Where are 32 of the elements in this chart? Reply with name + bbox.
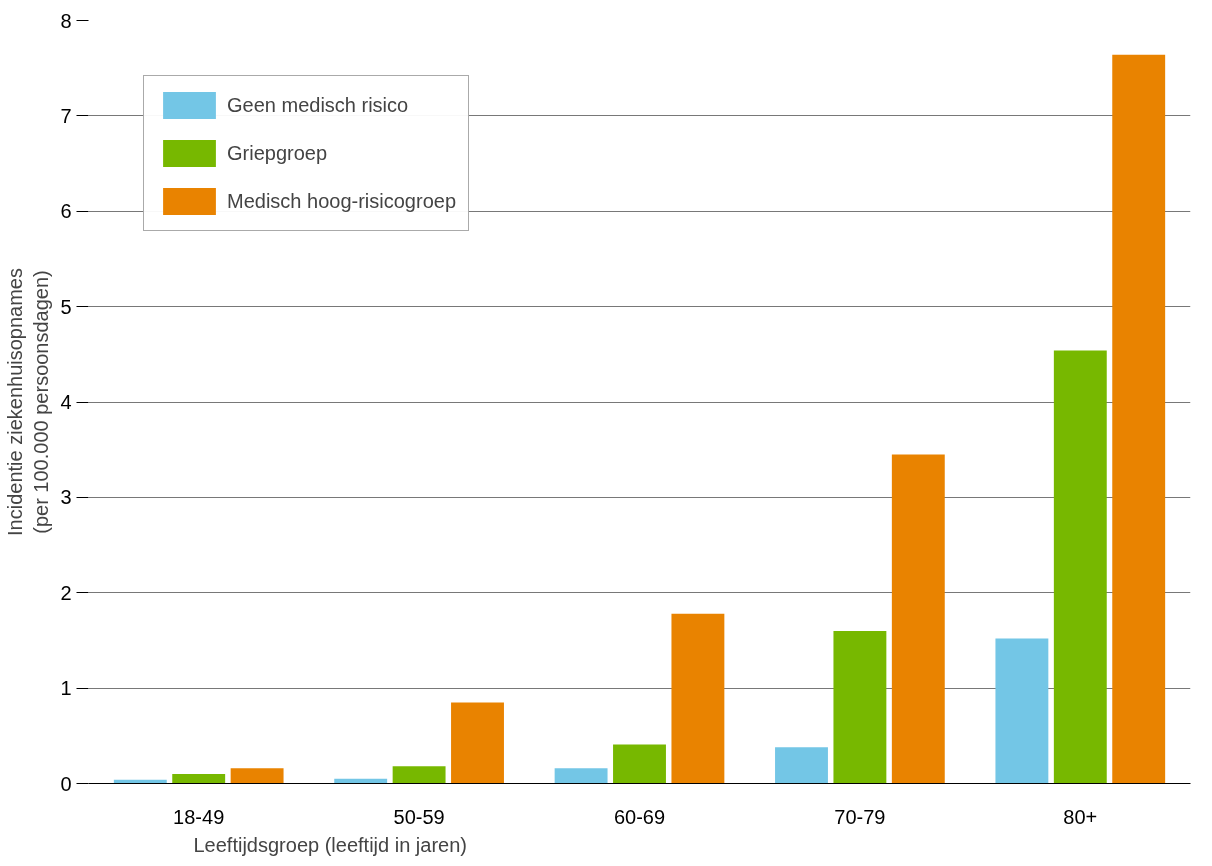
- bar: [172, 773, 226, 784]
- x-tick-label: 18-49: [173, 805, 225, 828]
- y-tick-label: 4: [60, 391, 72, 413]
- bar: [891, 454, 945, 784]
- legend-label: Griepgroep: [227, 141, 328, 165]
- bar: [392, 766, 446, 784]
- y-tick-label: 0: [60, 772, 72, 795]
- y-axis-title: Incidentie ziekenhuisopnames (per 100.000 persoonsdagen): [3, 268, 53, 536]
- bar: [613, 744, 666, 784]
- bar: [554, 768, 608, 784]
- bar: [833, 630, 887, 784]
- bar: [1112, 54, 1166, 784]
- y-tick-label: 7: [60, 104, 72, 127]
- y-tick-label: 5: [60, 295, 72, 318]
- y-tick-label: 2: [60, 581, 72, 604]
- x-tick-label: 50-59: [393, 805, 445, 828]
- y-tick-label: 8: [60, 9, 72, 32]
- x-tick-label: 60-69: [613, 805, 666, 828]
- legend-label: Geen medisch risico: [227, 93, 409, 117]
- bar: [671, 613, 725, 784]
- bar: [775, 747, 828, 784]
- y-tick-label: 1: [60, 677, 72, 700]
- y-tick-label: 6: [60, 200, 72, 223]
- x-axis-title: Leeftijdsgroep (leeftijd in jaren): [193, 833, 467, 856]
- bar: [451, 702, 504, 784]
- x-tick-label: 70-79: [834, 805, 886, 828]
- bar: [230, 768, 284, 784]
- legend-label: Medisch hoog-risicogroep: [227, 189, 457, 213]
- bar: [995, 638, 1049, 784]
- x-tick-label: 80+: [1063, 805, 1098, 828]
- y-tick-label: 3: [60, 486, 72, 509]
- bar: [1053, 350, 1107, 784]
